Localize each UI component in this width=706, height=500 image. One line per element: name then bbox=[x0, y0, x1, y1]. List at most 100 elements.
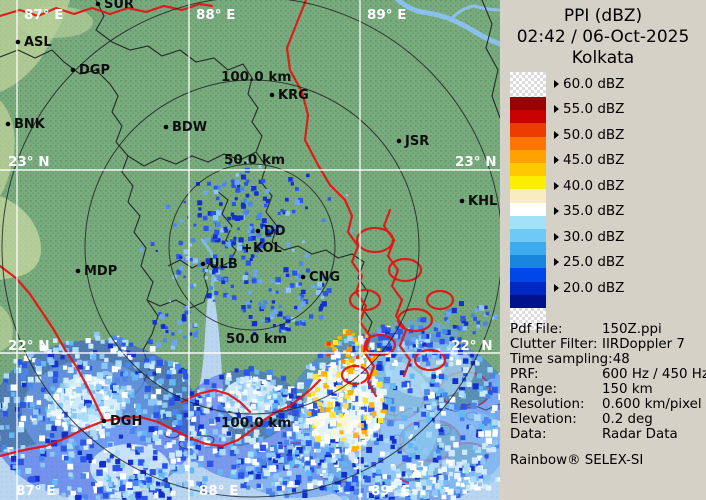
dbz-color-scale bbox=[510, 72, 546, 330]
graticule-label: 88° E bbox=[199, 483, 238, 499]
parameter-value: 150 km bbox=[602, 382, 653, 397]
city-label: KHL bbox=[468, 194, 497, 209]
scale-tick-arrow-icon bbox=[554, 105, 559, 114]
parameter-row: Pdf File: 150Z.ppi bbox=[510, 322, 704, 337]
dbz-color-band bbox=[510, 268, 546, 282]
city-marker-bdw: BDW bbox=[163, 120, 207, 135]
parameter-row: PRF: 600 Hz / 450 Hz bbox=[510, 367, 706, 382]
city-marker-dgp: DGP bbox=[70, 63, 110, 78]
city-label: ASL bbox=[24, 35, 52, 50]
parameter-label: Pdf File: bbox=[510, 322, 563, 337]
city-marker-mdp: MDP bbox=[75, 264, 117, 279]
dbz-color-band bbox=[510, 255, 546, 269]
graticule-label: 23° N bbox=[455, 154, 497, 170]
dbz-color-band bbox=[510, 242, 546, 256]
dbz-value-label: 55.0 dBZ bbox=[563, 101, 625, 118]
dbz-value-label: 60.0 dBZ bbox=[563, 76, 625, 92]
parameter-row: Elevation: 0.2 deg bbox=[510, 412, 704, 427]
graticule-label: 87° E bbox=[16, 483, 55, 499]
city-dot-icon bbox=[255, 228, 261, 234]
dbz-color-band bbox=[510, 294, 546, 308]
dbz-value-label: 50.0 dBZ bbox=[563, 126, 625, 143]
city-label: JSR bbox=[404, 134, 429, 149]
graticule-label: 87° E bbox=[24, 7, 63, 23]
dbz-color-band bbox=[510, 215, 546, 229]
city-marker-krg: KRG bbox=[269, 88, 309, 103]
parameter-value: 0.2 deg bbox=[602, 412, 653, 427]
city-dot-icon bbox=[70, 67, 76, 73]
scan-parameters: Pdf File: 150Z.ppi Clutter Filter: IIRDoppl… bbox=[510, 322, 706, 442]
city-dot-icon bbox=[300, 274, 306, 280]
dbz-value-label: 30.0 dBZ bbox=[563, 228, 625, 245]
city-dot-icon bbox=[269, 92, 275, 98]
dbz-color-band bbox=[510, 123, 546, 137]
city-label: SUR bbox=[104, 0, 134, 12]
parameter-label: Resolution: bbox=[510, 397, 585, 412]
radar-map-canvas: 100.0 km 50.0 km 50.0 km 100.0 km SUR ASL DGP… bbox=[0, 0, 500, 500]
city-dot-icon bbox=[5, 121, 11, 127]
range-ring-label: 50.0 km bbox=[224, 152, 285, 168]
city-label: BNK bbox=[14, 117, 46, 132]
dbz-value-label: 45.0 dBZ bbox=[563, 152, 625, 169]
city-marker-kol: KOL bbox=[243, 241, 282, 256]
city-label: DGH bbox=[110, 414, 142, 429]
graticule-label: 22° N bbox=[451, 338, 493, 354]
dbz-scale-entry: 35.0 dBZ bbox=[554, 203, 624, 219]
dbz-value-label: 20.0 dBZ bbox=[563, 279, 625, 296]
dbz-color-band bbox=[510, 228, 546, 243]
dbz-color-band bbox=[510, 97, 546, 111]
parameter-value: 0.600 km/pixel bbox=[602, 397, 702, 412]
product-title: PPI (dBZ) bbox=[563, 6, 643, 26]
dbz-value-label: 35.0 dBZ bbox=[563, 203, 625, 220]
graticule bbox=[0, 0, 500, 500]
parameter-value: Radar Data bbox=[602, 427, 678, 442]
dbz-color-band bbox=[510, 176, 546, 190]
city-label: DGP bbox=[79, 63, 110, 78]
city-marker-jsr: JSR bbox=[396, 134, 429, 149]
range-rings bbox=[1, 0, 500, 498]
red-borders-and-rivers bbox=[0, 0, 455, 458]
parameter-label: PRF: bbox=[510, 367, 539, 382]
station-name: Kolkata bbox=[571, 48, 635, 68]
city-label: CNG bbox=[309, 270, 340, 285]
parameter-row: Resolution: 0.600 km/pixel bbox=[510, 397, 704, 412]
scale-tick-arrow-icon bbox=[554, 207, 559, 216]
city-marker-dgh: DGH bbox=[101, 414, 142, 429]
dbz-scale-entry: 45.0 dBZ bbox=[554, 152, 624, 168]
scale-tick-arrow-icon bbox=[554, 156, 559, 165]
dbz-scale-entry: 20.0 dBZ bbox=[554, 280, 624, 296]
city-label: ULB bbox=[209, 257, 238, 272]
radar-map: 100.0 km 50.0 km 50.0 km 100.0 km SUR ASL DGP… bbox=[0, 0, 500, 500]
dbz-value-label: 25.0 dBZ bbox=[563, 254, 625, 271]
city-marker-dd: DD bbox=[255, 224, 286, 239]
dbz-scale-entry: 60.0 dBZ bbox=[554, 76, 624, 92]
city-marker-khl: KHL bbox=[459, 194, 497, 209]
graticule-label: 22° N bbox=[8, 338, 50, 354]
graticule-label: 89° E bbox=[367, 7, 406, 23]
scale-tick-arrow-icon bbox=[554, 130, 559, 139]
city-dot-icon bbox=[15, 39, 21, 45]
city-marker-ulb: ULB bbox=[200, 257, 238, 272]
range-ring-label: 100.0 km bbox=[221, 69, 291, 85]
scale-tick-arrow-icon bbox=[554, 181, 559, 190]
parameter-value: 150Z.ppi bbox=[602, 322, 662, 337]
graticule-label: 23° N bbox=[8, 154, 50, 170]
scale-overflow-top bbox=[510, 72, 546, 97]
dbz-color-band bbox=[510, 189, 546, 203]
city-marker-asl: ASL bbox=[15, 35, 52, 50]
range-ring-label: 100.0 km bbox=[221, 415, 291, 431]
scan-datetime: 02:42 / 06-Oct-2025 bbox=[516, 27, 690, 47]
parameter-label: Elevation: bbox=[510, 412, 577, 427]
scale-tick-arrow-icon bbox=[554, 80, 559, 88]
scale-overflow-bottom bbox=[510, 308, 546, 330]
dbz-color-band bbox=[510, 149, 546, 163]
dbz-color-band bbox=[510, 136, 546, 150]
dbz-scale-entry: 25.0 dBZ bbox=[554, 254, 624, 270]
dbz-color-band bbox=[510, 162, 546, 177]
parameter-label: Clutter Filter: bbox=[510, 337, 598, 352]
sidebar-header: PPI (dBZ) 02:42 / 06-Oct-2025 Kolkata bbox=[500, 0, 706, 69]
dbz-color-band bbox=[510, 110, 546, 124]
city-marker-cng: CNG bbox=[300, 270, 340, 285]
city-label: KOL bbox=[253, 241, 282, 256]
